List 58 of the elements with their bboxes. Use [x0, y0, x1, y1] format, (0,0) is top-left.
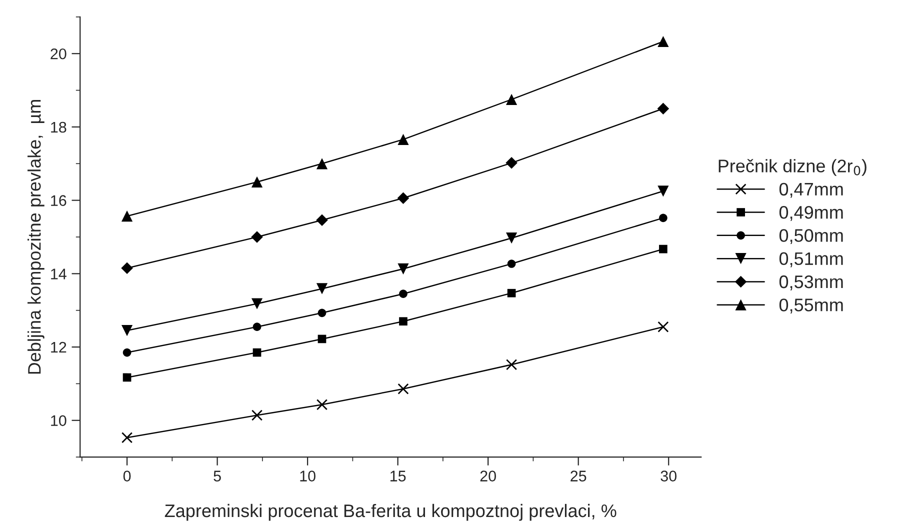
x-tick-label: 20	[480, 470, 496, 482]
point	[122, 373, 132, 382]
y-tick-label: 14	[51, 268, 66, 280]
point	[122, 348, 132, 357]
point	[398, 383, 409, 394]
point	[318, 334, 326, 344]
point	[121, 262, 133, 274]
y-tick-label: 12	[51, 342, 66, 353]
y-tick-label: 18	[51, 122, 66, 133]
y-tick-label: 16	[51, 195, 66, 206]
legend-label: 0,47mm	[779, 182, 843, 198]
legend-label: 0,51mm	[779, 252, 843, 268]
point	[316, 214, 328, 226]
point	[251, 176, 263, 188]
point	[506, 359, 518, 370]
x-tick-label: 5	[214, 470, 221, 482]
legend-title: Prečnik dizne (2r$_{0}$)	[718, 159, 866, 176]
point	[252, 348, 262, 357]
point	[507, 288, 516, 298]
point	[252, 322, 262, 332]
point	[399, 317, 408, 326]
point	[251, 298, 263, 310]
point	[507, 260, 516, 268]
point	[658, 186, 669, 197]
legend-label: 0,49mm	[779, 206, 843, 221]
point	[506, 157, 518, 169]
x-tick-label: 30	[660, 470, 677, 482]
point	[658, 321, 669, 332]
point	[121, 432, 133, 444]
y-tick-label: 10	[51, 415, 66, 426]
legend-label: 0,53mm	[779, 275, 843, 290]
point	[657, 102, 670, 115]
legend-label: 0,55mm	[779, 298, 843, 314]
x-tick-label: 15	[390, 470, 406, 482]
point	[659, 214, 668, 222]
x-tick-label: 0	[123, 470, 131, 482]
x-tick-label: 25	[570, 470, 586, 482]
point	[659, 244, 668, 254]
point	[251, 410, 263, 421]
point	[121, 324, 133, 336]
point	[398, 134, 409, 145]
point	[316, 283, 328, 294]
point	[316, 158, 328, 170]
point	[251, 231, 263, 243]
y-tick-label: 20	[50, 48, 66, 60]
x-axis-title: Zapreminski procenat Ba-ferita u kompoztnoj prevlaci, %	[164, 504, 616, 521]
point	[506, 232, 518, 244]
point	[318, 308, 326, 318]
point	[506, 94, 518, 106]
point	[398, 263, 409, 274]
x-tick-label: 10	[300, 470, 316, 482]
point	[399, 290, 408, 298]
point	[658, 36, 669, 48]
y-axis-title: Debljina kompozitne prevlake, µm	[28, 100, 44, 374]
point	[397, 192, 410, 204]
point	[121, 210, 133, 222]
legend-label: 0,50mm	[779, 229, 843, 244]
point	[316, 399, 328, 410]
